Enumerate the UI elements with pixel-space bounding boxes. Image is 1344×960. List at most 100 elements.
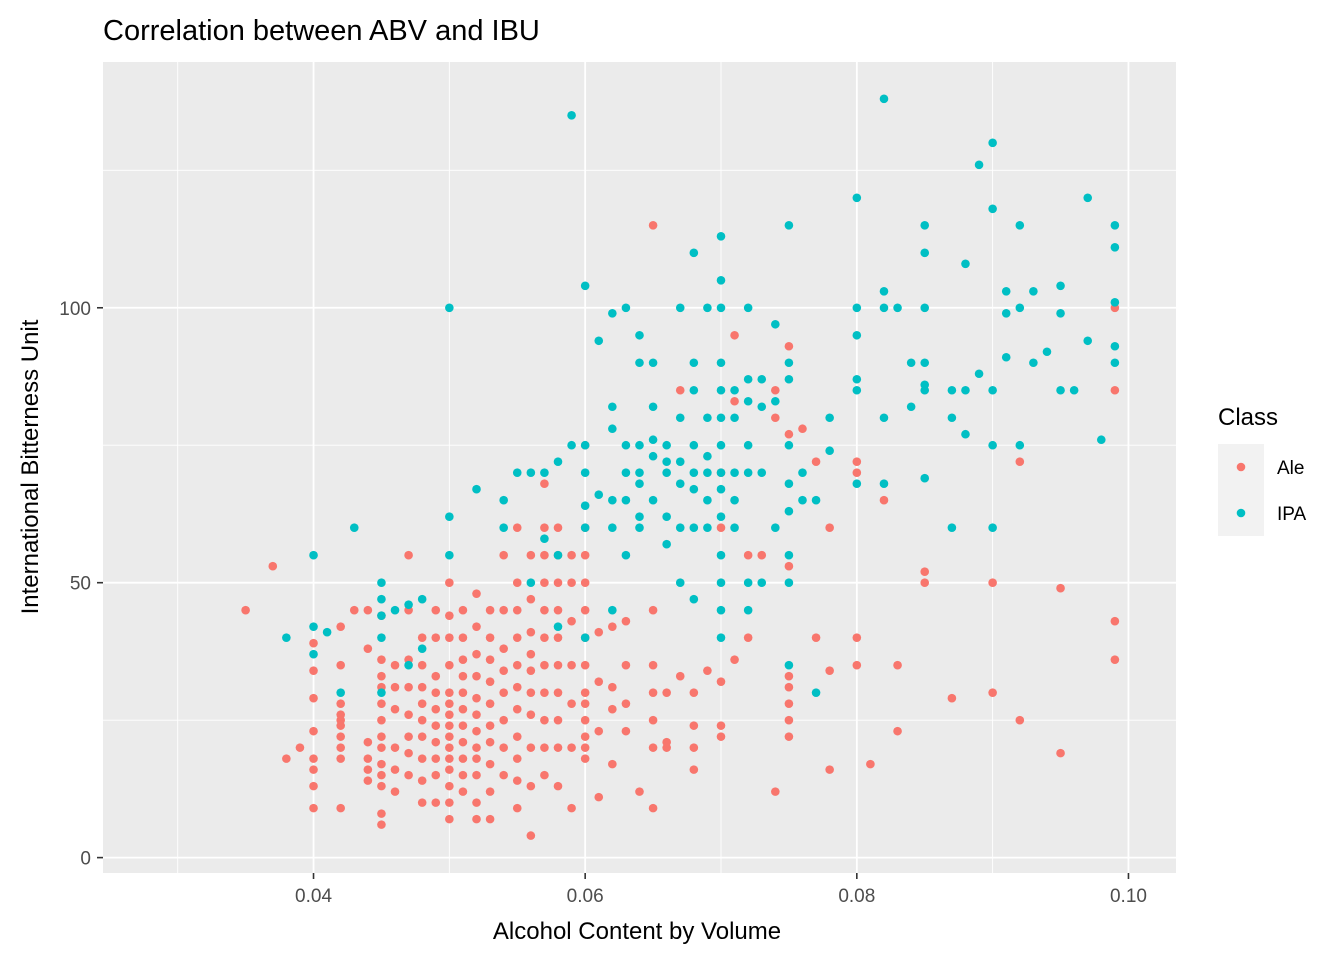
data-point [648,495,658,505]
data-point [1083,193,1093,203]
data-point [771,523,780,533]
data-point [757,578,767,587]
data-point [594,336,604,346]
data-point [662,457,671,467]
data-point [648,451,658,461]
data-point [988,204,997,214]
data-point [377,715,386,725]
data-point [540,660,549,670]
data-point [662,440,671,450]
data-point [784,220,794,230]
data-point [472,726,481,736]
data-point [404,600,413,609]
data-point [689,248,699,258]
data-point [499,523,508,533]
data-point [485,655,495,664]
data-point [635,523,644,533]
data-point [1042,347,1052,357]
data-point [445,512,454,522]
data-point [377,743,386,752]
data-point [716,484,726,494]
data-point [716,413,726,423]
data-point [580,440,590,450]
data-point [621,616,631,626]
data-point [336,732,345,741]
data-point [1001,286,1011,296]
data-point [512,754,522,763]
data-point [784,699,794,708]
data-point [961,259,970,269]
data-point [526,831,536,840]
data-point [526,666,536,675]
data-point [743,605,753,615]
data-point [512,523,522,533]
data-point [689,594,699,604]
data-point [852,385,862,395]
data-point [336,803,345,813]
data-point [336,743,345,752]
data-point [499,715,508,725]
data-point [553,660,563,670]
data-point [553,743,563,752]
data-point [743,633,753,642]
data-point [512,578,522,587]
data-point [567,660,576,670]
data-point [472,743,481,752]
data-point [458,721,468,730]
data-point [621,726,631,736]
data-point [472,770,481,780]
data-point [499,770,508,780]
data-point [825,446,834,456]
data-point [621,303,631,313]
data-point [716,550,726,560]
data-point [689,523,699,533]
data-point [377,809,386,818]
data-point [404,748,413,758]
data-point [553,781,563,791]
data-point [472,798,481,807]
data-point [730,495,739,505]
data-point [567,616,576,626]
data-point [377,820,386,829]
data-point [390,605,400,615]
data-point [445,550,454,560]
data-point [417,644,427,653]
data-point [580,578,590,587]
legend-marker [1236,508,1246,518]
data-point [431,770,441,780]
data-point [580,743,590,752]
data-point [757,550,767,560]
data-point [553,523,563,533]
data-point [988,688,997,697]
data-point [512,704,522,714]
data-point [608,682,617,692]
data-point [961,429,970,439]
data-point [920,220,930,230]
data-point [526,627,536,637]
data-point [988,440,997,450]
data-point [1110,297,1120,307]
data-point [540,523,549,533]
data-point [784,561,794,571]
data-point [1056,281,1065,291]
data-point [1056,385,1065,395]
data-point [458,605,468,615]
data-point [417,754,427,763]
data-point [377,633,386,642]
data-point [485,605,495,615]
data-point [445,754,454,763]
data-point [771,787,780,796]
data-point [716,578,726,587]
y-tick-label: 50 [70,574,91,595]
legend-label: IPA [1277,504,1307,525]
data-point [458,688,468,697]
data-point [540,578,549,587]
data-point [1015,440,1025,450]
data-point [1015,303,1025,313]
data-point [1110,616,1120,626]
data-point [648,715,658,725]
data-point [404,732,413,741]
data-point [499,688,508,697]
data-point [540,534,549,544]
